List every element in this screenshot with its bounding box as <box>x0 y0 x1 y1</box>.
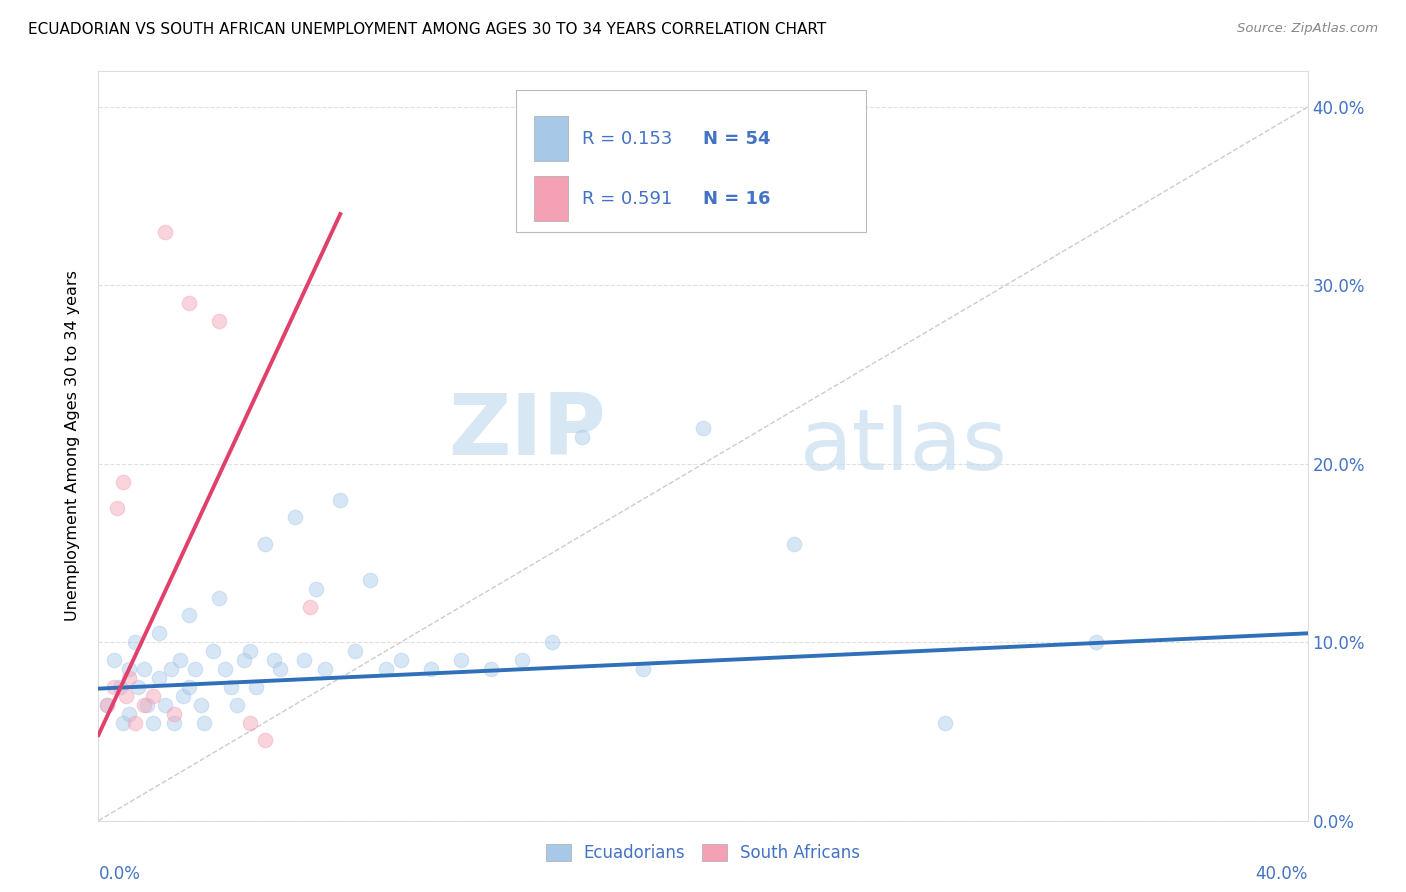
Point <box>510 653 533 667</box>
Point <box>132 662 155 676</box>
Point <box>221 680 243 694</box>
Point <box>114 689 136 703</box>
FancyBboxPatch shape <box>516 90 866 233</box>
Text: 0.0%: 0.0% <box>98 865 141 883</box>
Text: N = 54: N = 54 <box>703 130 770 148</box>
Point <box>103 653 125 667</box>
Point <box>132 698 155 712</box>
Point <box>193 715 215 730</box>
Point <box>783 537 806 551</box>
Point <box>420 662 443 676</box>
Point <box>103 680 125 694</box>
Point <box>299 599 322 614</box>
Point <box>208 591 231 605</box>
Point <box>481 662 503 676</box>
Point <box>374 662 396 676</box>
Point <box>360 573 382 587</box>
Point <box>179 608 201 623</box>
Point <box>269 662 291 676</box>
Point <box>190 698 212 712</box>
Point <box>1085 635 1108 649</box>
Point <box>142 689 165 703</box>
Point <box>163 706 186 721</box>
Legend: Ecuadorians, South Africans: Ecuadorians, South Africans <box>538 837 868 869</box>
Point <box>153 698 176 712</box>
Point <box>118 671 141 685</box>
Point <box>108 680 131 694</box>
Point <box>239 715 262 730</box>
Point <box>284 510 307 524</box>
Point <box>111 715 134 730</box>
Text: R = 0.591: R = 0.591 <box>582 190 672 208</box>
Point <box>96 698 118 712</box>
Text: atlas: atlas <box>800 404 1008 488</box>
Point <box>118 706 141 721</box>
Point <box>934 715 956 730</box>
Point <box>253 733 276 747</box>
Point <box>314 662 336 676</box>
Point <box>692 421 714 435</box>
Point <box>571 430 593 444</box>
Point <box>232 653 254 667</box>
Point <box>111 475 134 489</box>
Point <box>179 680 201 694</box>
Point <box>263 653 285 667</box>
Point <box>344 644 367 658</box>
Point <box>540 635 562 649</box>
Point <box>239 644 262 658</box>
Point <box>450 653 472 667</box>
Point <box>135 698 157 712</box>
Point <box>160 662 183 676</box>
Point <box>148 671 170 685</box>
FancyBboxPatch shape <box>534 116 568 161</box>
Point <box>179 296 201 310</box>
Point <box>105 501 128 516</box>
Text: N = 16: N = 16 <box>703 190 770 208</box>
Point <box>202 644 225 658</box>
Point <box>96 698 118 712</box>
Text: ECUADORIAN VS SOUTH AFRICAN UNEMPLOYMENT AMONG AGES 30 TO 34 YEARS CORRELATION C: ECUADORIAN VS SOUTH AFRICAN UNEMPLOYMENT… <box>28 22 827 37</box>
Point <box>208 314 231 328</box>
Point <box>253 537 276 551</box>
Point <box>245 680 267 694</box>
Text: R = 0.153: R = 0.153 <box>582 130 672 148</box>
Point <box>124 635 146 649</box>
Point <box>169 653 191 667</box>
Point <box>389 653 412 667</box>
Point <box>226 698 249 712</box>
Text: ZIP: ZIP <box>449 390 606 473</box>
Point <box>163 715 186 730</box>
Point <box>172 689 194 703</box>
Point <box>214 662 236 676</box>
Point <box>142 715 165 730</box>
Point <box>127 680 149 694</box>
Point <box>305 582 328 596</box>
Point <box>631 662 654 676</box>
Point <box>153 225 176 239</box>
Point <box>148 626 170 640</box>
Point <box>184 662 207 676</box>
Text: 40.0%: 40.0% <box>1256 865 1308 883</box>
Y-axis label: Unemployment Among Ages 30 to 34 years: Unemployment Among Ages 30 to 34 years <box>65 270 80 622</box>
Point <box>329 492 352 507</box>
FancyBboxPatch shape <box>534 177 568 221</box>
Point <box>292 653 315 667</box>
Point <box>118 662 141 676</box>
Point <box>124 715 146 730</box>
Text: Source: ZipAtlas.com: Source: ZipAtlas.com <box>1237 22 1378 36</box>
